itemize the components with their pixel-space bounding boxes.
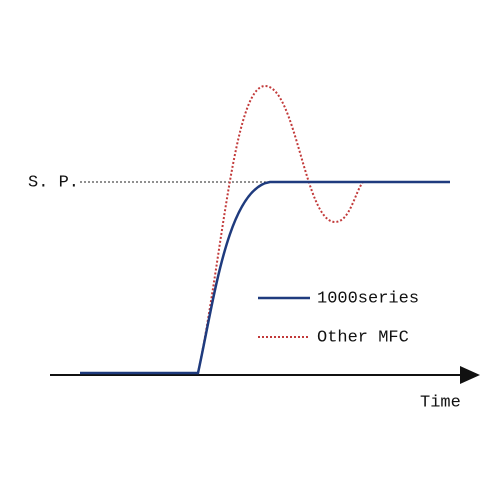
axis-arrow (460, 366, 480, 384)
legend-label: Other MFC (317, 328, 409, 347)
setpoint-label: S. P. (28, 173, 79, 192)
legend-label: 1000series (317, 289, 419, 308)
axis-label: Time (420, 393, 461, 412)
other-mfc-curve (197, 84, 364, 374)
series-1000-curve (80, 180, 450, 375)
